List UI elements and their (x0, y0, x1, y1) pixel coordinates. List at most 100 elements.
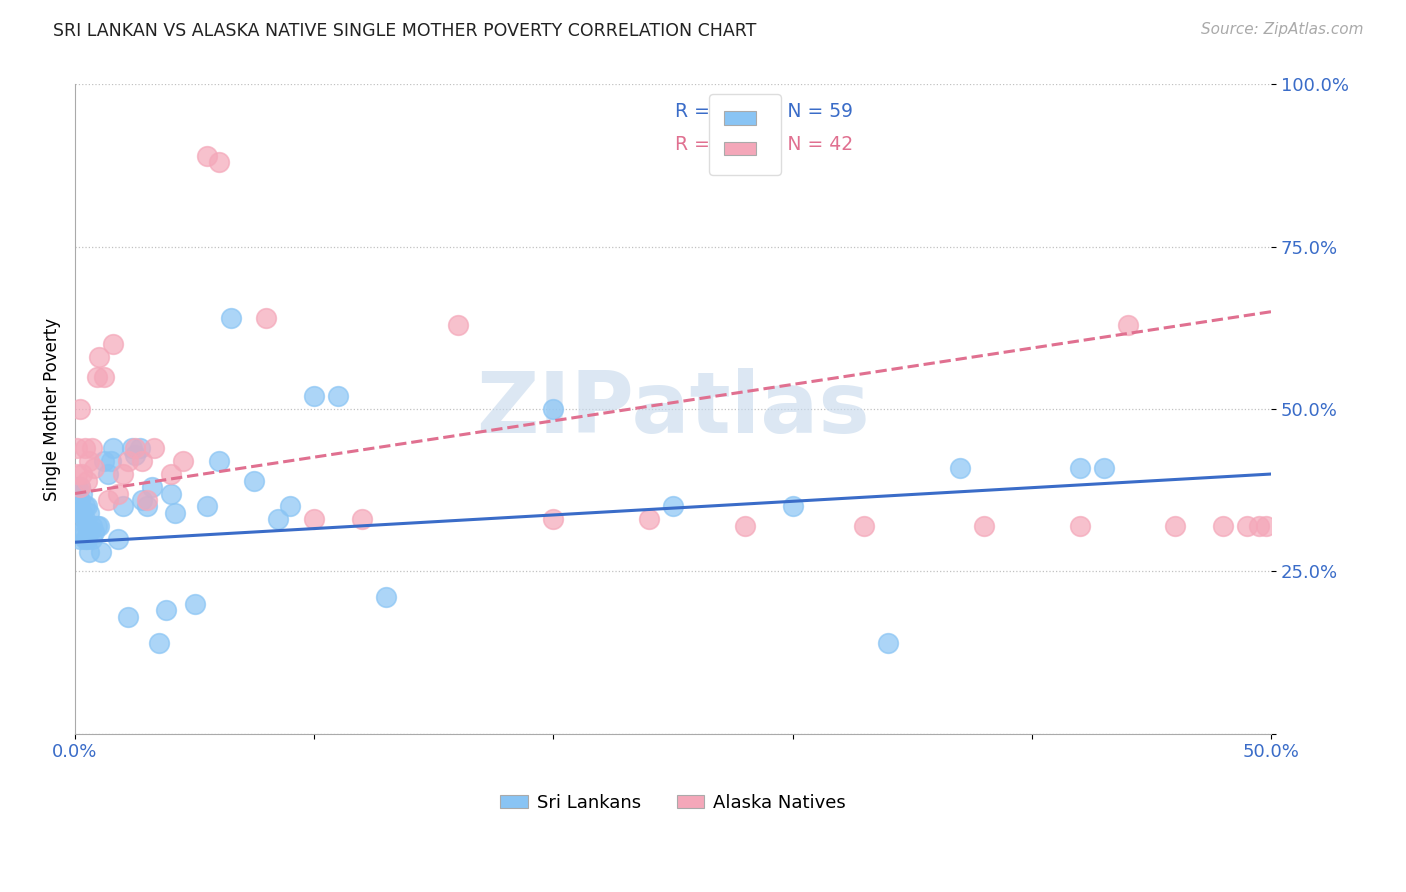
Point (1212, 519, 1234, 533)
Point (73, 441, 96, 455)
Point (195, 500, 218, 514)
Point (107, 532, 129, 546)
Point (267, 512, 290, 526)
Point (1256, 519, 1278, 533)
Point (352, 512, 374, 526)
Point (70, 486, 93, 500)
Point (87, 350, 110, 364)
Point (83, 525, 105, 540)
Point (853, 519, 876, 533)
Point (375, 591, 398, 605)
Point (79, 506, 101, 520)
Point (543, 512, 565, 526)
Point (103, 337, 125, 351)
Point (124, 441, 146, 455)
Point (1164, 519, 1187, 533)
Point (121, 441, 143, 455)
Point (195, 149, 218, 163)
Point (135, 500, 157, 514)
Point (100, 454, 122, 468)
Point (1249, 519, 1271, 533)
Point (278, 500, 301, 514)
Point (73, 512, 96, 526)
Point (662, 500, 685, 514)
Point (66, 441, 89, 455)
Point (76, 474, 98, 488)
Point (183, 597, 205, 611)
Point (86, 519, 108, 533)
Point (543, 402, 565, 417)
Point (69, 480, 91, 494)
Point (70, 506, 93, 520)
Point (243, 474, 266, 488)
Point (135, 493, 157, 508)
Point (66, 500, 89, 514)
Point (159, 467, 181, 481)
Y-axis label: Single Mother Poverty: Single Mother Poverty (44, 318, 60, 500)
Point (328, 389, 350, 403)
Point (1116, 318, 1139, 332)
Point (93, 369, 115, 384)
Point (76, 519, 98, 533)
Point (148, 636, 170, 650)
Point (1069, 460, 1091, 475)
Point (117, 454, 139, 468)
Point (207, 155, 229, 169)
Point (141, 480, 163, 494)
Point (107, 486, 129, 500)
Point (70, 525, 93, 540)
Point (207, 454, 229, 468)
Point (302, 512, 325, 526)
Point (83, 460, 105, 475)
Point (70, 467, 93, 481)
Point (111, 500, 134, 514)
Point (1092, 460, 1115, 475)
Point (103, 441, 125, 455)
Point (76, 532, 98, 546)
Point (117, 610, 139, 624)
Point (73, 500, 96, 514)
Point (142, 441, 165, 455)
Legend: Sri Lankans, Alaska Natives: Sri Lankans, Alaska Natives (492, 785, 855, 821)
Point (219, 311, 242, 326)
Point (69, 532, 91, 546)
Point (172, 454, 194, 468)
Point (69, 506, 91, 520)
Point (69, 480, 91, 494)
Point (128, 441, 150, 455)
Point (159, 486, 181, 500)
Point (66, 480, 89, 494)
Point (973, 519, 995, 533)
Point (734, 519, 756, 533)
Point (79, 454, 101, 468)
Point (155, 603, 177, 617)
Point (638, 512, 661, 526)
Point (79, 545, 101, 559)
Point (877, 636, 900, 650)
Point (69, 493, 91, 508)
Point (1069, 519, 1091, 533)
Point (93, 454, 115, 468)
Point (111, 467, 134, 481)
Point (66, 512, 89, 526)
Point (73, 532, 96, 546)
Text: R = 0.204   N = 42: R = 0.204 N = 42 (675, 135, 853, 153)
Point (302, 389, 325, 403)
Point (254, 311, 277, 326)
Point (131, 493, 153, 508)
Point (80, 441, 103, 455)
Point (90, 545, 112, 559)
Point (97, 467, 120, 481)
Point (1236, 519, 1258, 533)
Point (86, 369, 108, 384)
Point (97, 493, 120, 508)
Point (69, 402, 91, 417)
Point (165, 506, 187, 520)
Point (447, 318, 470, 332)
Point (76, 500, 98, 514)
Text: R = 0.246   N = 59: R = 0.246 N = 59 (675, 103, 853, 121)
Point (79, 525, 101, 540)
Text: SRI LANKAN VS ALASKA NATIVE SINGLE MOTHER POVERTY CORRELATION CHART: SRI LANKAN VS ALASKA NATIVE SINGLE MOTHE… (53, 22, 756, 40)
Point (80, 532, 103, 546)
Point (131, 454, 153, 468)
